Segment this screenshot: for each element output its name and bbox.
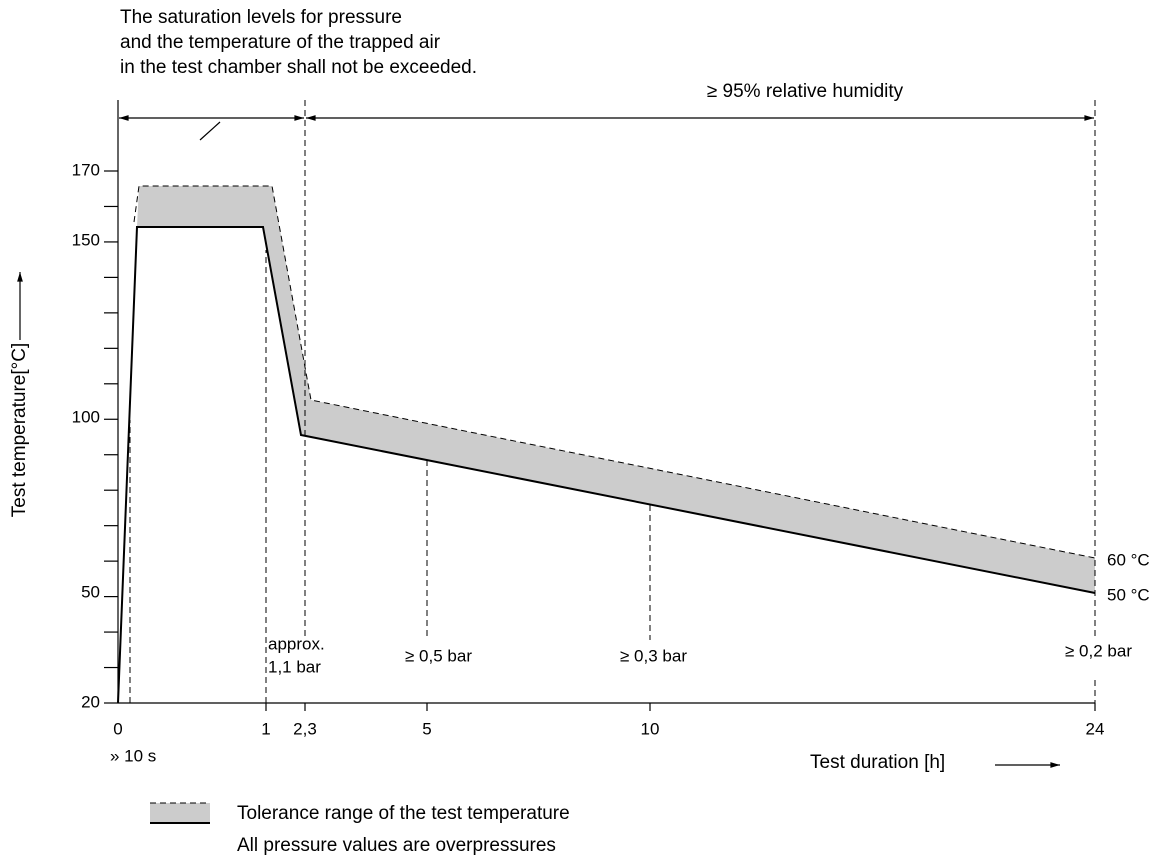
end-temp-label: 50 °C [1107, 585, 1150, 604]
lower-limit [117, 226, 1096, 704]
y-tick-label: 50 [81, 582, 100, 601]
annotation: The saturation levels for pressure [120, 7, 402, 28]
y-ticks [104, 170, 118, 704]
y-tick-label: 150 [72, 230, 100, 249]
x-ticks [265, 703, 1096, 711]
pressure-label: 1,1 bar [268, 657, 321, 676]
pressure-label: ≥ 0,5 bar [405, 646, 472, 665]
upper-limit [133, 185, 1096, 559]
dashed-guides [129, 100, 1096, 703]
annotation: and the temperature of the trapped air [120, 32, 441, 53]
x-tick-label: 5 [422, 719, 431, 738]
legend-text: Tolerance range of the test temperature [237, 803, 570, 824]
y-tick-label: 20 [81, 692, 100, 711]
tolerance-band [137, 186, 1095, 593]
pointer [199, 121, 221, 141]
annotation: in the test chamber shall not be exceede… [120, 57, 477, 78]
x-axis-title: Test duration [h] [810, 752, 945, 773]
legend-swatch [150, 803, 210, 823]
humidity-label: ≥ 95% relative humidity [707, 81, 904, 102]
pressure-label: approx. [268, 634, 325, 653]
start-note: » 10 s [110, 746, 156, 765]
y-axis-title: Test temperature[°C] [9, 343, 30, 517]
y-tick-label: 100 [72, 407, 100, 426]
x-tick-label: 1 [261, 719, 270, 738]
pressure-label: ≥ 0,2 bar [1065, 641, 1132, 660]
x-tick-label: 0 [113, 719, 122, 738]
x-tick-label: 2,3 [293, 719, 317, 738]
pressure-label: ≥ 0,3 bar [620, 646, 687, 665]
x-tick-label: 24 [1086, 719, 1105, 738]
x-tick-label: 10 [641, 719, 660, 738]
y-tick-label: 170 [72, 160, 100, 179]
end-temp-label: 60 °C [1107, 550, 1150, 569]
legend-text: All pressure values are overpressures [237, 835, 556, 856]
